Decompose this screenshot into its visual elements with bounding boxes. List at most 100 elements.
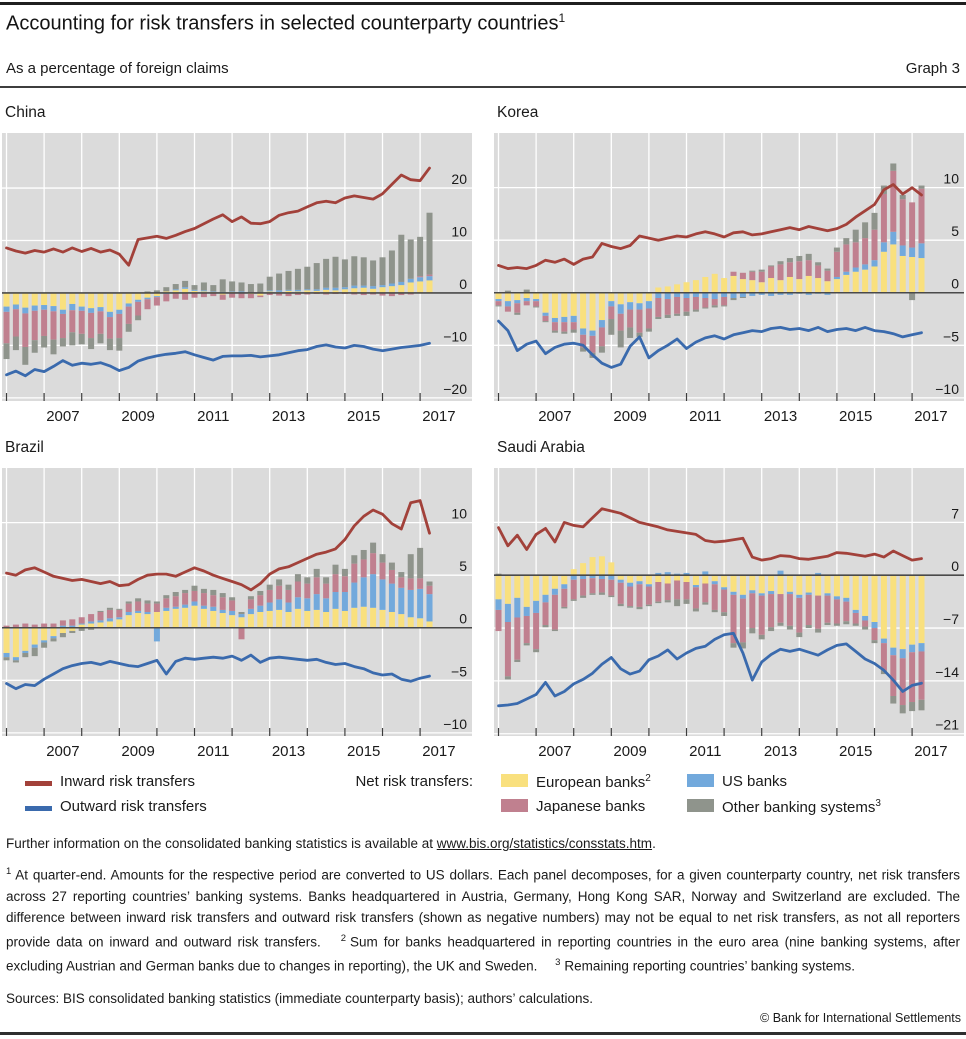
legend-label-us-banks: US banks <box>722 773 788 790</box>
panel-korea: Korea −10 −5 0 5 10 2007 2009 2011 2013 2015 2017 <box>494 101 966 431</box>
y-tick-label: 7 <box>951 505 959 521</box>
legend-label-japanese-banks: Japanese banks <box>536 798 646 815</box>
footnotes-paragraph: 1 At quarter-end. Amounts for the respect… <box>6 861 960 977</box>
footnote-1-marker: 1 <box>6 866 12 877</box>
footnote-2-text: Sum for banks headquartered in reporting… <box>6 934 961 974</box>
chart-china: −20 −10 0 10 20 2007 2009 2011 2013 2015 2017 <box>2 133 472 425</box>
inward-risk-transfers-line <box>5 499 431 592</box>
inward-risk-transfers-line <box>497 507 923 562</box>
outward-risk-transfers-line <box>5 653 431 691</box>
page-title-text: Accounting for risk transfers in selecte… <box>6 12 559 35</box>
panel-saudi-arabia: Saudi Arabia −21 −14 −7 0 7 2007 2009 2011 2013 2… <box>494 436 966 766</box>
legend-swatch-outward-line-icon <box>25 806 52 811</box>
y-tick-label: 10 <box>943 171 959 187</box>
footnote-1-text: At quarter-end. Amounts for the respecti… <box>6 867 960 950</box>
x-tick-label: 2015 <box>347 408 380 425</box>
legend-swatch-inward-line-icon <box>25 781 52 786</box>
stacked-bars <box>3 212 433 365</box>
x-tick-label: 2017 <box>422 408 455 425</box>
x-tick-label: 2009 <box>613 743 646 760</box>
header-divider <box>0 86 966 88</box>
y-tick-label: −21 <box>935 717 959 733</box>
y-tick-label: 0 <box>459 611 467 627</box>
x-tick-label: 2013 <box>272 743 305 760</box>
panel-title-korea: Korea <box>497 104 539 121</box>
y-tick-label: 5 <box>459 558 467 574</box>
legend-label-european-banks-text: European banks <box>536 774 646 791</box>
inward-risk-transfers-line <box>5 166 431 267</box>
outward-risk-transfers-line <box>5 341 431 378</box>
page-title-footnote-marker: 1 <box>558 11 566 25</box>
y-tick-label: 0 <box>459 276 467 292</box>
x-tick-label: 2011 <box>197 408 229 425</box>
stacked-bars <box>495 163 925 358</box>
x-tick-label: 2017 <box>914 408 947 425</box>
subtitle: As a percentage of foreign claims <box>6 60 229 77</box>
y-tick-label: −10 <box>443 328 467 344</box>
x-tick-label: 2017 <box>914 743 947 760</box>
x-tick-label: 2009 <box>121 408 154 425</box>
legend-net-label: Net risk transfers: <box>355 773 473 790</box>
y-tick-label: 20 <box>451 171 467 187</box>
panel-title-brazil: Brazil <box>5 439 44 456</box>
x-tick-label: 2007 <box>538 743 571 760</box>
stacked-bars <box>3 542 433 663</box>
legend-label-inward: Inward risk transfers <box>60 773 196 790</box>
copyright-notice: © Bank for International Settlements <box>760 1011 961 1025</box>
y-tick-label: 10 <box>451 506 467 522</box>
x-tick-label: 2011 <box>689 408 721 425</box>
chart-brazil: −10 −5 0 5 10 2007 2009 2011 2013 2015 2017 <box>2 468 472 760</box>
x-tick-label: 2007 <box>46 743 79 760</box>
y-tick-label: 10 <box>451 224 467 240</box>
panel-brazil: Brazil −10 −5 0 5 10 2007 2009 2011 2013 2015 2017 <box>2 436 474 766</box>
legend-swatch-european-banks-icon <box>501 774 528 787</box>
inward-risk-transfers-line <box>497 183 923 271</box>
x-tick-label: 2007 <box>46 408 79 425</box>
y-tick-label: −5 <box>943 328 959 344</box>
further-information-line: Further information on the consolidated … <box>6 836 656 851</box>
x-tick-label: 2017 <box>422 743 455 760</box>
y-tick-label: 0 <box>951 276 959 292</box>
panel-title-china: China <box>5 104 46 121</box>
outward-risk-transfers-line <box>497 319 923 369</box>
x-tick-label: 2011 <box>689 743 721 760</box>
legend-swatch-us-banks-icon <box>687 774 714 787</box>
x-tick-label: 2015 <box>839 743 872 760</box>
graph-number-label: Graph 3 <box>905 60 960 77</box>
y-tick-label: 5 <box>951 223 959 239</box>
x-tick-label: 2015 <box>839 408 872 425</box>
y-tick-label: −5 <box>451 663 467 679</box>
page-title: Accounting for risk transfers in selecte… <box>6 11 565 36</box>
top-rule <box>0 2 966 5</box>
y-tick-label: −7 <box>943 611 959 627</box>
further-information-period: . <box>652 836 656 851</box>
legend-european-banks-footnote-marker: 2 <box>645 773 651 784</box>
stacked-bars <box>495 556 925 714</box>
y-tick-label: −14 <box>935 664 959 680</box>
y-tick-label: −20 <box>443 381 467 397</box>
x-tick-label: 2013 <box>764 408 797 425</box>
x-tick-label: 2011 <box>197 743 229 760</box>
footnote-3-text: Remaining reporting countries’ banking s… <box>564 958 856 974</box>
x-tick-label: 2009 <box>613 408 646 425</box>
consstats-link[interactable]: www.bis.org/statistics/consstats.htm <box>436 836 653 851</box>
chart-saudi-arabia: −21 −14 −7 0 7 2007 2009 2011 2013 2015 2017 <box>494 468 964 760</box>
panel-title-saudi-arabia: Saudi Arabia <box>497 439 585 456</box>
footnote-3-marker: 3 <box>555 957 561 968</box>
bottom-rule <box>0 1032 966 1035</box>
legend-label-other-banking-systems-text: Other banking systems <box>722 799 876 816</box>
x-tick-label: 2015 <box>347 743 380 760</box>
legend-swatch-japanese-banks-icon <box>501 799 528 812</box>
x-tick-label: 2007 <box>538 408 571 425</box>
legend-swatch-other-banking-systems-icon <box>687 799 714 812</box>
panel-china: China −20 −10 0 10 20 2007 2009 2011 2013 2015 201… <box>2 101 474 431</box>
further-information-text: Further information on the consolidated … <box>6 836 437 851</box>
outward-risk-transfers-line <box>497 631 923 708</box>
footnote-2-marker: 2 <box>340 932 346 944</box>
legend-other-banking-systems-footnote-marker: 3 <box>875 798 881 809</box>
sources-line: Sources: BIS consolidated banking statis… <box>6 991 594 1006</box>
y-tick-label: 0 <box>951 558 959 574</box>
x-tick-label: 2013 <box>764 743 797 760</box>
x-tick-label: 2013 <box>272 408 305 425</box>
